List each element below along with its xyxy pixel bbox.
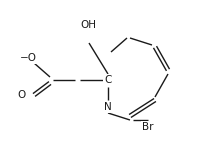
Text: −O: −O xyxy=(20,53,36,63)
Text: O: O xyxy=(18,90,26,100)
Text: C: C xyxy=(104,75,112,85)
Text: N: N xyxy=(104,102,112,112)
Text: OH: OH xyxy=(80,20,96,30)
Text: Br: Br xyxy=(142,122,154,132)
